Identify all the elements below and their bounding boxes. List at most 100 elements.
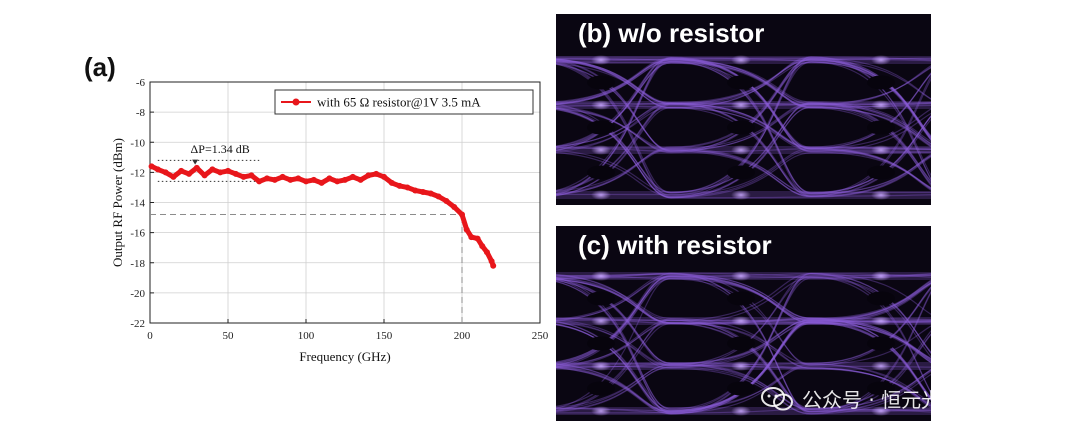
series-point — [240, 173, 247, 180]
eye-crossing-glow — [591, 190, 611, 200]
series-point — [178, 167, 185, 174]
series-point — [209, 166, 216, 173]
eye-trace — [556, 103, 931, 197]
eye-trace — [556, 276, 931, 322]
eye-trace — [556, 286, 931, 408]
eye-trace — [556, 275, 931, 358]
eye-trace — [556, 272, 931, 414]
eye-trace — [556, 273, 931, 413]
eye-trace — [556, 59, 931, 152]
y-tick-label: -16 — [130, 228, 145, 240]
eye-trace — [556, 283, 931, 412]
eye-trace — [556, 278, 931, 409]
eye-trace — [556, 62, 931, 149]
panel-a-label: (a) — [84, 52, 116, 82]
series-point — [232, 170, 239, 177]
legend-marker — [292, 98, 300, 106]
series-group — [148, 163, 497, 269]
eye-opening — [727, 336, 755, 351]
series-point — [479, 243, 486, 250]
series-point — [342, 176, 348, 183]
series-point — [295, 175, 302, 182]
eye-opening — [727, 291, 755, 306]
series-point — [248, 172, 255, 179]
eye-trace — [556, 282, 931, 413]
eye-trace — [556, 319, 931, 365]
eye-traces — [556, 55, 931, 200]
eye-opening — [727, 381, 755, 396]
series-point — [271, 176, 278, 183]
eye-opening — [727, 165, 755, 180]
series-point — [412, 187, 419, 194]
eye-trace — [556, 291, 931, 415]
eye-opening — [867, 165, 895, 180]
series-point — [490, 262, 497, 269]
eye-trace — [556, 276, 931, 364]
eye-opening — [587, 75, 615, 90]
series-point — [488, 258, 495, 265]
eye-crossing-glow — [731, 361, 751, 371]
eye-trace — [556, 104, 931, 197]
eye-crossing-glow — [591, 271, 611, 281]
eye-trace — [556, 57, 931, 191]
eye-trace — [556, 60, 931, 198]
legend-label: with 65 Ω resistor@1V 3.5 mA — [317, 95, 481, 110]
eye-opening — [867, 381, 895, 396]
eye-trace — [556, 333, 931, 412]
series-point — [264, 175, 270, 182]
legend-box — [274, 89, 534, 115]
eye-trace — [556, 278, 931, 325]
eye-trace — [556, 320, 931, 413]
eye-trace — [556, 320, 931, 413]
eye-trace — [556, 61, 931, 149]
y-tick-label: -10 — [130, 137, 145, 149]
eye-trace — [556, 281, 931, 368]
eye-opening — [587, 291, 615, 306]
eye-trace — [556, 101, 931, 194]
eye-trace — [556, 56, 931, 198]
eye-trace — [556, 276, 931, 394]
eye-trace — [556, 106, 931, 197]
eye-trace — [556, 103, 931, 193]
y-tick-label: -22 — [130, 318, 145, 330]
series-point — [186, 170, 192, 177]
series-point — [357, 176, 364, 183]
eye-crossing-glow — [731, 145, 751, 155]
series-point — [443, 197, 450, 204]
eye-trace — [556, 273, 931, 394]
eye-trace — [556, 58, 931, 151]
series-point — [459, 211, 465, 218]
eye-trace — [556, 273, 931, 410]
eye-trace — [556, 59, 931, 141]
eye-opening — [867, 75, 895, 90]
eye-trace — [556, 321, 931, 415]
eye-trace — [556, 280, 931, 405]
eye-diagram-without-resistor: (b) w/o resistor — [556, 14, 931, 205]
watermark: 公众号 · 恒元光 — [760, 384, 941, 413]
series-point — [310, 176, 317, 183]
eye-trace — [556, 58, 931, 153]
eye-opening — [587, 165, 615, 180]
legend: with 65 Ω resistor@1V 3.5 mA — [274, 89, 534, 115]
eye-crossing-glow — [591, 145, 611, 155]
eye-crossing-glow — [871, 100, 891, 110]
eye-trace — [556, 321, 931, 412]
series-point — [279, 173, 286, 180]
eye-trace — [556, 275, 931, 364]
eye-trace — [556, 322, 931, 415]
eye-trace — [556, 319, 931, 360]
eye-trace — [556, 57, 931, 185]
series-point — [451, 204, 458, 211]
eye-crossing-glow — [591, 316, 611, 326]
delta-p-annotation: ΔP=1.34 dB — [191, 142, 250, 156]
eye-trace — [556, 58, 931, 139]
eye-trace — [556, 275, 931, 366]
series-point — [463, 226, 470, 233]
eye-crossing-glow — [591, 406, 611, 416]
eye-crossing-glow — [731, 316, 751, 326]
series-point — [201, 172, 208, 179]
x-tick-label: 250 — [532, 330, 549, 342]
eye-trace — [556, 60, 931, 197]
eye-crossing-glow — [731, 100, 751, 110]
eye-opening — [587, 336, 615, 351]
